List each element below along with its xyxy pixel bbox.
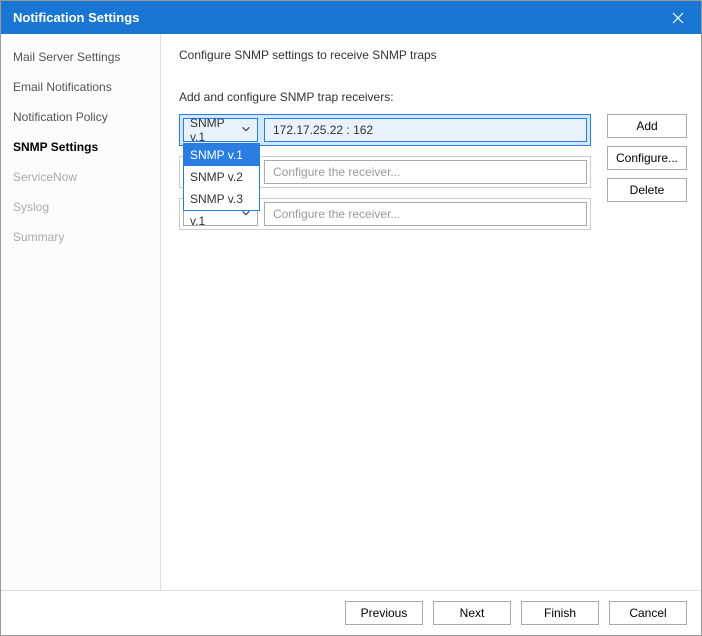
- sidebar-item-mail-server-settings[interactable]: Mail Server Settings: [1, 42, 160, 72]
- window-title: Notification Settings: [13, 10, 139, 25]
- receiver-rows: SNMP v.1SNMP v.1SNMP v.2SNMP v.3172.17.2…: [179, 114, 591, 240]
- dropdown-option[interactable]: SNMP v.2: [184, 166, 259, 188]
- close-button[interactable]: [655, 1, 701, 34]
- sidebar-item-snmp-settings[interactable]: SNMP Settings: [1, 132, 160, 162]
- add-button[interactable]: Add: [607, 114, 687, 138]
- previous-button[interactable]: Previous: [345, 601, 423, 625]
- dialog-body: Mail Server SettingsEmail NotificationsN…: [1, 34, 701, 590]
- receiver-row[interactable]: SNMP v.1SNMP v.1SNMP v.2SNMP v.3172.17.2…: [179, 114, 591, 146]
- sidebar-item-syslog[interactable]: Syslog: [1, 192, 160, 222]
- footer: Previous Next Finish Cancel: [1, 590, 701, 635]
- receivers-area: SNMP v.1SNMP v.1SNMP v.2SNMP v.3172.17.2…: [179, 114, 687, 240]
- finish-button[interactable]: Finish: [521, 601, 599, 625]
- main-panel: Configure SNMP settings to receive SNMP …: [161, 34, 701, 590]
- receiver-field[interactable]: Configure the receiver...: [264, 202, 587, 226]
- receiver-field[interactable]: Configure the receiver...: [264, 160, 587, 184]
- dropdown-option[interactable]: SNMP v.3: [184, 188, 259, 210]
- sidebar: Mail Server SettingsEmail NotificationsN…: [1, 34, 161, 590]
- configure-button[interactable]: Configure...: [607, 146, 687, 170]
- sidebar-item-summary[interactable]: Summary: [1, 222, 160, 252]
- sidebar-item-email-notifications[interactable]: Email Notifications: [1, 72, 160, 102]
- sidebar-item-servicenow[interactable]: ServiceNow: [1, 162, 160, 192]
- titlebar: Notification Settings: [1, 1, 701, 34]
- dropdown-option[interactable]: SNMP v.1: [184, 144, 259, 166]
- delete-button[interactable]: Delete: [607, 178, 687, 202]
- next-button[interactable]: Next: [433, 601, 511, 625]
- sidebar-item-notification-policy[interactable]: Notification Policy: [1, 102, 160, 132]
- receiver-field[interactable]: 172.17.25.22 : 162: [264, 118, 587, 142]
- dialog-window: Notification Settings Mail Server Settin…: [0, 0, 702, 636]
- snmp-version-dropdown: SNMP v.1SNMP v.2SNMP v.3: [183, 143, 260, 211]
- page-heading: Configure SNMP settings to receive SNMP …: [179, 48, 687, 62]
- action-buttons: Add Configure... Delete: [607, 114, 687, 202]
- snmp-version-select[interactable]: SNMP v.1SNMP v.1SNMP v.2SNMP v.3: [183, 118, 258, 142]
- snmp-version-value: SNMP v.1: [190, 116, 241, 144]
- chevron-down-icon: [241, 123, 251, 137]
- page-subheading: Add and configure SNMP trap receivers:: [179, 90, 687, 104]
- close-icon: [672, 12, 684, 24]
- cancel-button[interactable]: Cancel: [609, 601, 687, 625]
